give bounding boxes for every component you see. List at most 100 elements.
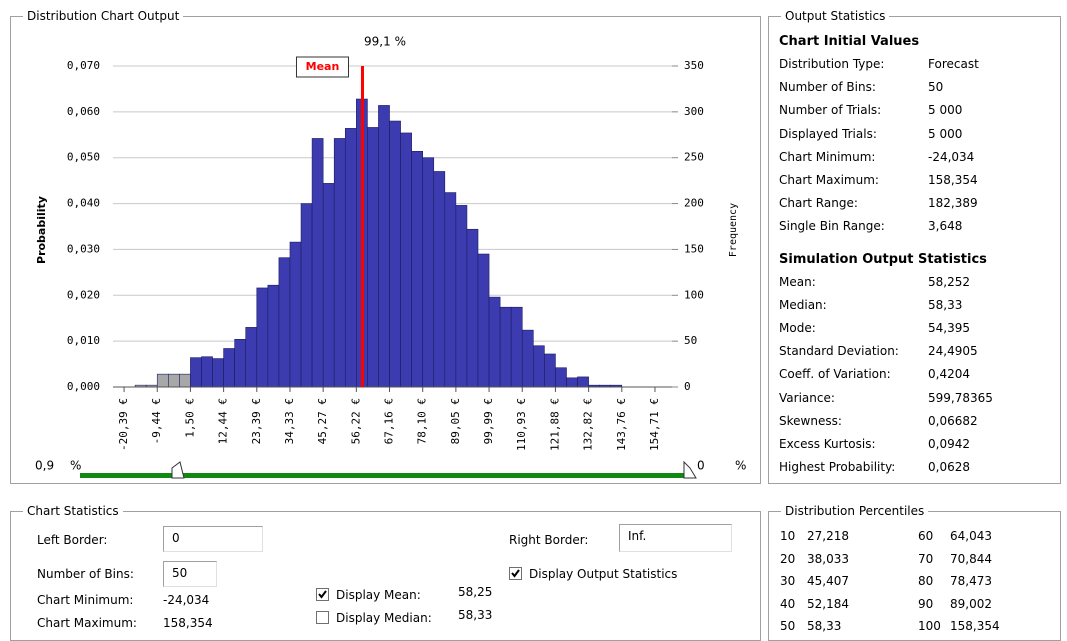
mean-label: Mean [306, 60, 340, 73]
range-slider[interactable] [80, 473, 688, 478]
stat-value: 24,4905 [928, 344, 978, 359]
checkbox-value: 58,33 [458, 608, 493, 622]
x-tick-label: 143,76 € [615, 398, 628, 451]
percentile-cell: 60 [918, 529, 934, 543]
y-tick-label: 0,030 [67, 242, 100, 255]
checkbox-value: 58,25 [458, 585, 493, 599]
y-axis-label: Probability [35, 196, 48, 264]
percentile-cell: 100 [918, 619, 941, 633]
bar [234, 339, 247, 388]
x-tick-label: 89,05 € [449, 398, 462, 444]
label: Number of Bins: [37, 567, 134, 581]
bar [499, 306, 512, 388]
stat-label: Distribution Type: [779, 57, 885, 71]
value: -24,034 [163, 593, 210, 607]
bar [400, 132, 412, 388]
stat-value: Forecast [928, 57, 979, 71]
stat-label: Chart Maximum: [779, 173, 879, 187]
stat-label: Variance: [779, 390, 835, 405]
bar [278, 257, 291, 388]
stat-value: 58,33 [928, 297, 963, 312]
x-tick-label: 56,22 € [349, 398, 362, 444]
percentile-cell: 158,354 [950, 619, 1000, 633]
panel-title: Output Statistics [781, 9, 890, 23]
bar [201, 356, 213, 388]
x-tick-label: 45,27 € [316, 398, 329, 444]
output-stats-panel: Output Statistics [768, 9, 1061, 484]
stat-label: Mean: [779, 274, 816, 289]
y-tick-label: 0,020 [67, 288, 100, 301]
stat-label: Skewness: [779, 413, 842, 428]
bar [168, 373, 180, 388]
bar [477, 253, 490, 388]
checkbox[interactable] [316, 588, 329, 601]
y-tick-label: 0,050 [67, 151, 100, 164]
x-tick-label: 110,93 € [515, 398, 528, 451]
stat-label: Displayed Trials: [779, 126, 877, 141]
stat-value: 3,648 [928, 219, 963, 234]
bar [433, 171, 446, 388]
slider-handle[interactable] [171, 461, 185, 479]
stat-label: Chart Minimum: [779, 149, 876, 164]
percentile-cell: 38,033 [807, 551, 849, 566]
y2-axis-label: Frequency [728, 203, 739, 257]
left-border-input[interactable]: 0 [163, 526, 263, 552]
bar [533, 345, 545, 388]
x-tick-label: 121,88 € [548, 398, 561, 451]
chart-panel: Distribution Chart Output [10, 9, 761, 484]
percentile-cell: 70,844 [950, 551, 992, 566]
percentile-cell: 30 [780, 574, 796, 588]
y2-tick-label: 200 [684, 197, 704, 210]
percentile-cell: 78,473 [950, 574, 992, 588]
bar [411, 150, 424, 388]
bar [322, 183, 335, 388]
x-tick-label: 23,39 € [250, 398, 263, 444]
checkbox[interactable] [509, 567, 522, 580]
stat-label: Coeff. of Variation: [779, 367, 891, 382]
percentile-cell: 10 [780, 529, 796, 543]
y2-tick-label: 250 [684, 151, 704, 164]
bar [566, 377, 578, 388]
x-tick-label: 132,82 € [582, 398, 595, 451]
checkbox-label: Display Output Statistics [529, 567, 678, 581]
bar [300, 203, 313, 388]
right-border-input[interactable]: Inf. [619, 524, 732, 552]
bar [267, 284, 280, 388]
stat-value: 158,354 [928, 173, 978, 187]
label: Right Border: [509, 533, 589, 547]
checkbox[interactable] [316, 611, 329, 624]
stat-value: -24,034 [928, 149, 975, 164]
x-tick-label: 34,33 € [283, 398, 296, 444]
x-tick-label: 1,50 € [183, 398, 196, 438]
percentile-cell: 90 [918, 596, 934, 611]
percentile-cell: 50 [780, 619, 796, 633]
stat-value: 0,0942 [928, 437, 970, 451]
x-tick-label: 12,44 € [217, 398, 230, 444]
y2-tick-label: 0 [684, 380, 691, 393]
slider-handle[interactable] [683, 460, 697, 479]
percentile-cell: 58,33 [807, 619, 842, 633]
bar [466, 228, 479, 388]
panel-title: Chart Statistics [23, 504, 123, 518]
stat-label: Mode: [779, 321, 816, 335]
checkbox-label: Display Median: [336, 611, 432, 625]
stat-label: Standard Deviation: [779, 344, 899, 359]
percentile-cell: 89,002 [950, 596, 992, 611]
y-tick-label: 0,060 [67, 105, 100, 118]
y-tick-label: 0,070 [67, 59, 100, 72]
stat-value: 54,395 [928, 321, 970, 335]
percentile-cell: 80 [918, 574, 934, 588]
x-tick-label: 78,10 € [416, 398, 429, 444]
x-tick-label: 154,71 € [648, 398, 661, 451]
label: Chart Minimum: [37, 593, 134, 607]
y-tick-label: 0,040 [67, 197, 100, 210]
bins-input[interactable]: 50 [163, 561, 217, 587]
bar [544, 353, 556, 388]
check-mark [511, 569, 520, 578]
x-tick-label: 99,99 € [482, 398, 495, 444]
bar [455, 205, 468, 388]
stat-label: Number of Trials: [779, 103, 882, 118]
y-tick-label: 0,010 [67, 334, 100, 347]
bar [521, 329, 534, 388]
